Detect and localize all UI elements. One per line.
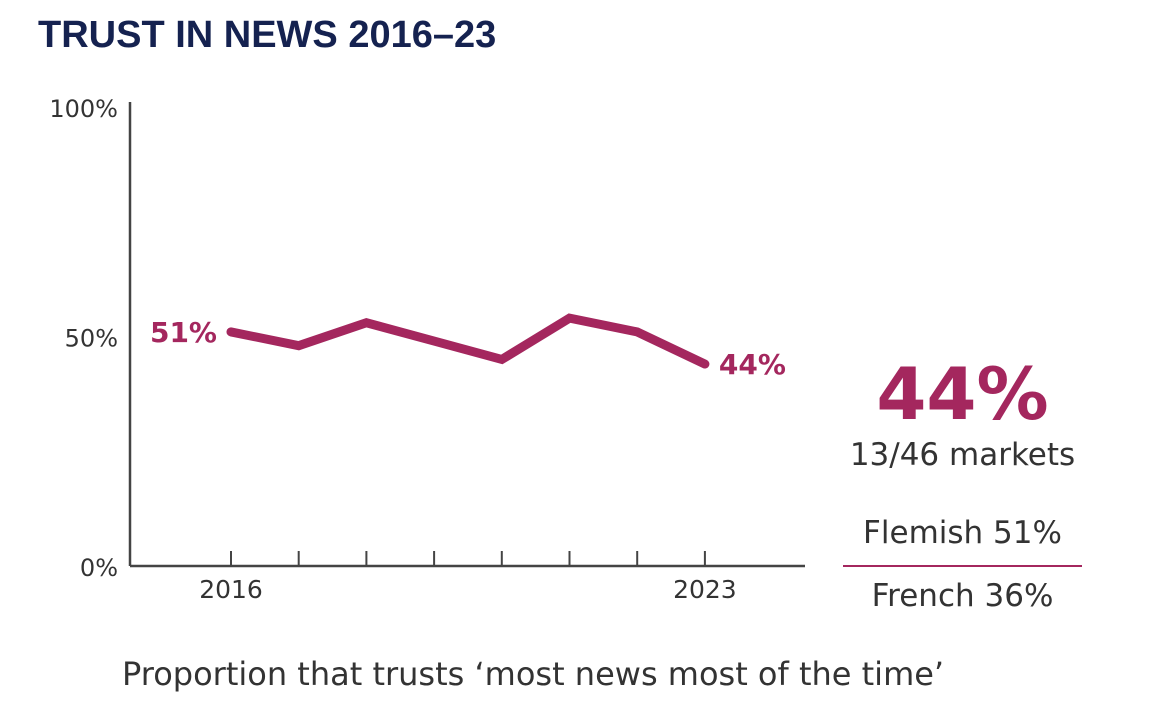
- divider: [843, 565, 1082, 567]
- x-tick-label: 2016: [199, 575, 263, 604]
- french-value: French 36%: [871, 578, 1054, 614]
- series-line: [226, 313, 710, 369]
- headline-value: 44%: [876, 352, 1049, 436]
- chart-title: TRUST IN NEWS 2016–23: [38, 14, 497, 56]
- y-tick-label: 0%: [80, 554, 118, 582]
- caption: Proportion that trusts ‘most news most o…: [122, 655, 945, 693]
- y-tick-label: 50%: [65, 325, 118, 353]
- data-label-last: 44%: [719, 348, 786, 381]
- flemish-value: Flemish 51%: [863, 515, 1062, 551]
- data-label-first: 51%: [150, 316, 217, 349]
- y-tick-label: 100%: [49, 95, 118, 123]
- markets-rank: 13/46 markets: [849, 437, 1076, 473]
- x-tick-label: 2023: [673, 575, 737, 604]
